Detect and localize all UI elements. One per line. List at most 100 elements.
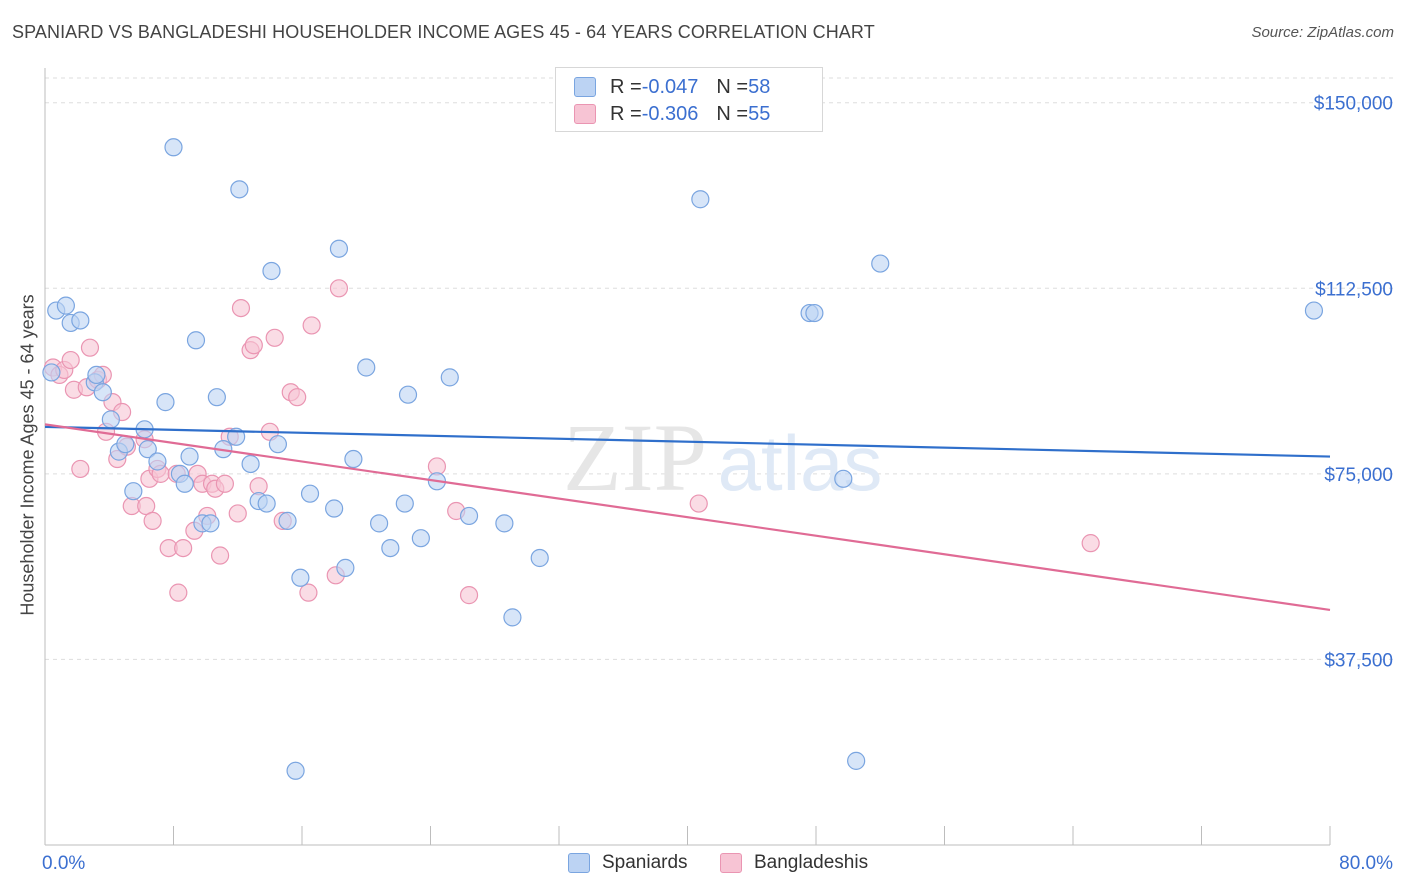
- spaniard-point: [87, 365, 106, 385]
- bangladeshis-trend-line: [44, 423, 1331, 612]
- spaniard-point: [286, 761, 305, 780]
- spaniard-point: [834, 469, 853, 488]
- y-tick-label: $150,000: [1314, 94, 1393, 115]
- trend-layer: [44, 423, 1331, 612]
- spaniard-point: [370, 514, 389, 533]
- bangladeshi-point: [210, 546, 230, 565]
- bangladeshi-point: [143, 511, 162, 530]
- source-label: Source: ZipAtlas.com: [1251, 24, 1394, 41]
- watermark: ZIP atlas: [563, 404, 882, 511]
- spaniard-point: [336, 558, 355, 577]
- bangladeshis-swatch: [574, 104, 596, 124]
- spaniard-point: [300, 484, 320, 503]
- bangladeshi-point: [1081, 534, 1100, 553]
- x-tick-label: 0.0%: [42, 853, 85, 874]
- bangladeshi-point: [302, 316, 321, 335]
- legend-n-label: N =: [716, 102, 749, 125]
- spaniard-point: [291, 568, 310, 587]
- bangladeshi-point: [299, 583, 318, 602]
- legend-row-spaniards: R = -0.047 N = 58: [574, 74, 770, 100]
- legend-r-value: -0.047: [641, 75, 699, 98]
- spaniard-point: [124, 482, 143, 501]
- spaniard-point: [56, 296, 75, 315]
- bangladeshi-point: [61, 350, 80, 370]
- spaniard-point: [138, 440, 157, 459]
- spaniard-point: [691, 190, 710, 209]
- bottom-legend-bangladeshis-label: Bangladeshis: [754, 852, 869, 873]
- legend: R = -0.047 N = 58 R = -0.306 N = 55: [555, 67, 823, 132]
- bangladeshi-point: [71, 459, 90, 479]
- legend-r-label: R =: [610, 102, 642, 125]
- chart-title: SPANIARD VS BANGLADESHI HOUSEHOLDER INCO…: [12, 22, 875, 42]
- spaniard-point: [156, 393, 175, 412]
- bottom-legend-spaniards: Spaniards: [568, 852, 688, 874]
- spaniard-point: [395, 494, 414, 513]
- spaniard-point: [381, 538, 400, 558]
- bangladeshi-point: [329, 279, 349, 298]
- spaniard-point: [278, 511, 297, 530]
- bangladeshi-point: [231, 299, 251, 318]
- spaniards-swatch: [568, 853, 590, 873]
- y-tick-label: $112,500: [1315, 279, 1393, 300]
- legend-n-value: 58: [748, 75, 771, 98]
- y-tick-label: $37,500: [1324, 650, 1393, 671]
- spaniard-point: [459, 506, 479, 526]
- spaniard-point: [871, 254, 890, 273]
- spaniard-point: [329, 239, 349, 258]
- bangladeshi-point: [689, 494, 708, 513]
- bangladeshis-swatch: [720, 853, 742, 873]
- spaniards-swatch: [574, 77, 596, 97]
- bangladeshi-point: [265, 328, 284, 347]
- spaniard-point: [207, 388, 226, 407]
- spaniard-point: [530, 548, 549, 568]
- bangladeshi-point: [169, 583, 188, 602]
- spaniard-point: [164, 138, 183, 157]
- spaniard-point: [71, 311, 90, 330]
- bangladeshi-point: [174, 538, 193, 558]
- spaniard-point: [257, 494, 276, 513]
- axis-layer: [44, 68, 1331, 846]
- bangladeshi-point: [228, 504, 247, 523]
- legend-r-value: -0.306: [641, 102, 699, 125]
- spaniard-point: [262, 261, 281, 281]
- y-tick-label: $75,000: [1324, 465, 1393, 486]
- spaniard-point: [344, 449, 363, 469]
- legend-n-value: 55: [748, 102, 771, 125]
- bangladeshi-point: [288, 388, 307, 407]
- spaniard-point: [268, 435, 288, 454]
- points-layer: [42, 138, 1324, 780]
- legend-r-label: R =: [610, 75, 642, 98]
- spaniard-point: [357, 358, 376, 377]
- spaniard-point: [1304, 301, 1324, 320]
- spaniard-point: [241, 454, 260, 474]
- spaniard-point: [186, 331, 206, 350]
- spaniard-point: [227, 427, 246, 446]
- x-tick-labels: 0.0% 80.0%: [42, 853, 1393, 874]
- y-tick-labels: $37,500 $75,000 $112,500 $150,000: [1314, 94, 1393, 672]
- spaniard-point: [116, 435, 135, 454]
- bottom-legend-spaniards-label: Spaniards: [602, 852, 688, 873]
- spaniards-trend-line: [44, 425, 1331, 458]
- spaniard-point: [201, 514, 220, 533]
- watermark-atlas: atlas: [718, 419, 883, 507]
- spaniard-point: [398, 385, 418, 404]
- spaniard-point: [101, 410, 120, 429]
- spaniard-point: [148, 452, 167, 471]
- legend-n-label: N =: [716, 75, 749, 98]
- spaniard-point: [230, 180, 249, 199]
- bangladeshi-point: [80, 338, 100, 357]
- spaniard-point: [325, 499, 344, 518]
- spaniard-point: [495, 514, 514, 533]
- bangladeshi-point: [244, 336, 263, 355]
- spaniard-point: [175, 474, 194, 493]
- grid-layer: [45, 77, 1395, 660]
- spaniard-point: [847, 751, 866, 770]
- legend-row-bangladeshis: R = -0.306 N = 55: [574, 101, 770, 127]
- spaniard-point: [440, 368, 459, 387]
- spaniard-point: [93, 383, 112, 402]
- spaniard-point: [503, 608, 522, 627]
- bangladeshi-point: [215, 474, 234, 493]
- bangladeshi-point: [459, 586, 479, 605]
- spaniard-point: [411, 529, 430, 548]
- spaniard-point: [805, 303, 824, 323]
